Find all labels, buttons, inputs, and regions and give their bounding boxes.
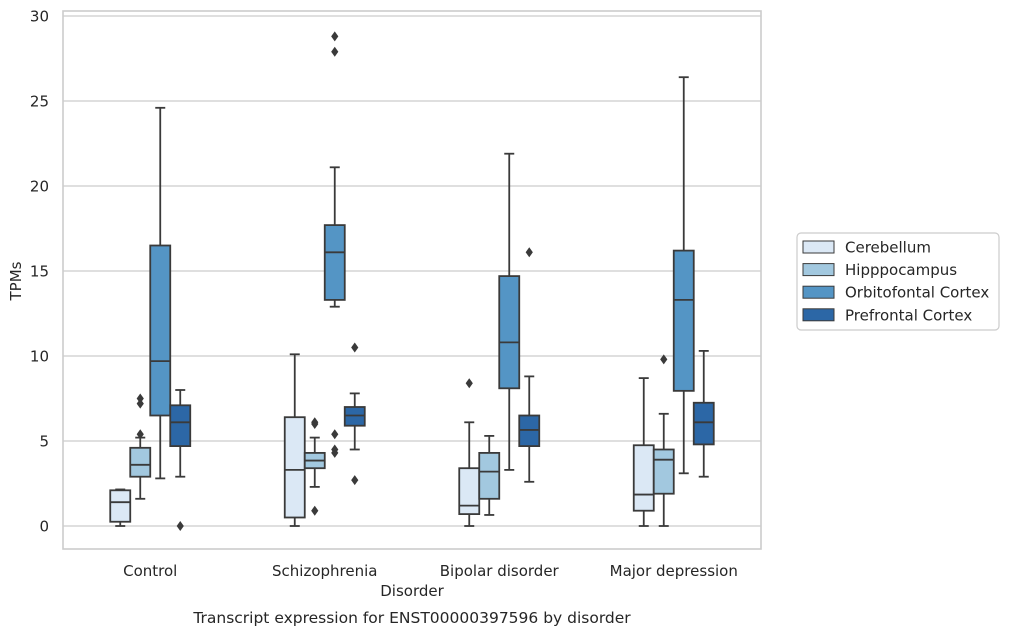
box-body (632, 444, 655, 512)
box (129, 393, 152, 500)
y-tick-label: 30 (30, 8, 49, 26)
outlier-point (311, 505, 319, 516)
y-tick-label: 25 (30, 93, 49, 111)
outlier-point (136, 398, 144, 409)
box-body (458, 467, 481, 516)
box-series-layer (109, 31, 715, 531)
y-tick-labels: 0 5 10 15 20 25 30 (30, 8, 49, 536)
y-tick-label: 0 (39, 518, 49, 536)
box (303, 417, 326, 516)
box (323, 31, 346, 458)
y-tick-label: 20 (30, 178, 49, 196)
x-axis-label: Disorder (380, 582, 444, 600)
box (109, 488, 132, 527)
box-body (672, 249, 695, 392)
outlier-point (136, 393, 144, 404)
y-tick-label: 15 (30, 263, 49, 281)
box-body (129, 446, 152, 478)
legend-item: Orbitofontal Cortex (802, 284, 989, 302)
x-tick-label: Bipolar disorder (440, 562, 560, 580)
legend-swatch (802, 308, 835, 322)
box-body (283, 416, 306, 519)
outlier-point (311, 417, 319, 428)
outlier-point (331, 444, 339, 455)
series-cerebellum (109, 353, 655, 527)
outlier-point (660, 354, 668, 365)
box-body (323, 224, 346, 301)
legend-label: Hipppocampus (845, 261, 957, 279)
chart-title: Transcript expression for ENST0000039759… (192, 609, 631, 627)
y-axis-label: TPMs (7, 261, 25, 301)
series-prefrontal-cortex (169, 247, 715, 531)
legend-label: Cerebellum (845, 239, 931, 257)
box-body (149, 244, 172, 417)
box-body (169, 404, 192, 447)
box-body (652, 448, 675, 495)
box (498, 152, 521, 471)
plot-frame (62, 10, 762, 550)
legend-item: Cerebellum (802, 239, 931, 257)
x-tick-labels: Control Schizophrenia Bipolar disorder Majo… (123, 562, 738, 580)
x-tick-label: Major depression (610, 562, 738, 580)
legend: Cerebellum Hipppocampus Orbitofontal Corte… (796, 232, 1000, 331)
x-tick-label: Schizophrenia (272, 562, 377, 580)
box-body (498, 275, 521, 390)
outlier-point (331, 46, 339, 57)
box (478, 434, 501, 516)
legend-swatch (802, 285, 835, 299)
box (652, 354, 675, 527)
legend-label: Prefrontal Cortex (845, 306, 972, 324)
series-orbitofontal-cortex (149, 31, 695, 480)
series-hipppocampus (129, 354, 675, 527)
outlier-point (465, 378, 473, 389)
legend-item: Prefrontal Cortex (802, 306, 972, 324)
box-body (109, 489, 132, 523)
box (458, 378, 481, 527)
box (169, 389, 192, 531)
outlier-point (525, 247, 533, 258)
box (149, 106, 172, 480)
legend-item: Hipppocampus (802, 261, 957, 279)
outlier-point (351, 475, 359, 486)
legend-frame (796, 232, 1000, 331)
legend-swatch (802, 240, 835, 254)
y-tick-label: 10 (30, 348, 49, 366)
outlier-point (331, 429, 339, 440)
box-body (478, 451, 501, 500)
box (632, 377, 655, 527)
box (692, 349, 715, 478)
box (343, 342, 366, 486)
legend-swatch (802, 263, 835, 277)
outlier-point (351, 342, 359, 353)
legend-label: Orbitofontal Cortex (845, 284, 989, 302)
x-tick-label: Control (123, 562, 177, 580)
y-tick-label: 5 (39, 433, 49, 451)
outlier-point (176, 521, 184, 531)
box (672, 76, 695, 475)
box (518, 247, 541, 483)
outlier-point (331, 31, 339, 42)
box (283, 353, 306, 527)
box-body (692, 401, 715, 446)
outlier-point (136, 429, 144, 440)
